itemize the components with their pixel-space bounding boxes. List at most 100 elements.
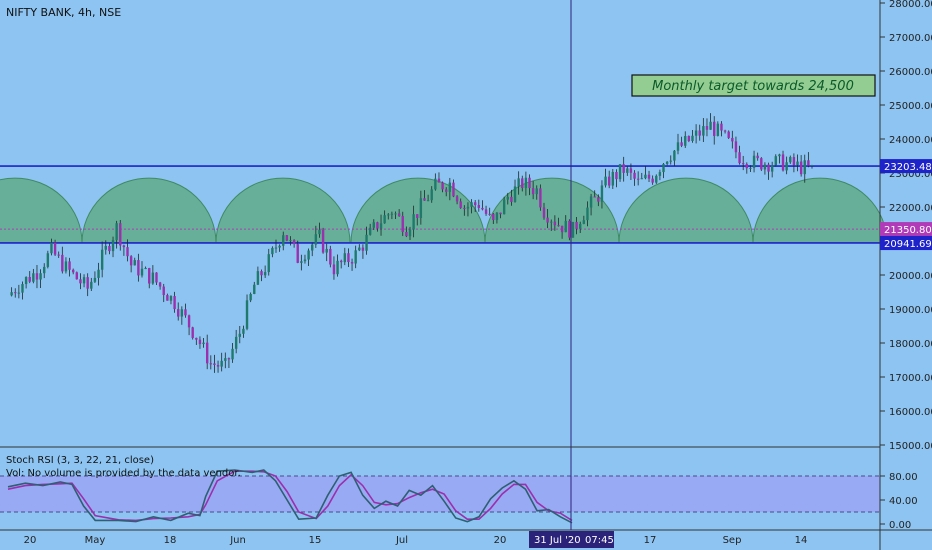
candle[interactable] bbox=[39, 269, 42, 289]
candle[interactable] bbox=[162, 283, 165, 303]
candle[interactable] bbox=[502, 196, 506, 215]
candle[interactable] bbox=[336, 254, 339, 277]
candle[interactable] bbox=[550, 219, 553, 231]
candle[interactable] bbox=[459, 198, 462, 209]
candle[interactable] bbox=[506, 192, 509, 205]
candle[interactable] bbox=[278, 244, 281, 252]
candle[interactable] bbox=[140, 261, 144, 278]
candle[interactable] bbox=[673, 150, 676, 166]
candle[interactable] bbox=[256, 266, 260, 286]
candle[interactable] bbox=[582, 215, 586, 225]
candle[interactable] bbox=[213, 354, 216, 373]
candle[interactable] bbox=[568, 219, 571, 241]
candle[interactable] bbox=[209, 355, 213, 370]
candle[interactable] bbox=[220, 352, 223, 372]
candle[interactable] bbox=[361, 244, 365, 259]
candle[interactable] bbox=[557, 217, 560, 227]
candle[interactable] bbox=[24, 276, 28, 289]
candle[interactable] bbox=[216, 360, 220, 373]
candle[interactable] bbox=[358, 244, 361, 252]
candle[interactable] bbox=[97, 262, 100, 286]
candle[interactable] bbox=[318, 222, 321, 238]
candle[interactable] bbox=[231, 343, 234, 363]
candle[interactable] bbox=[314, 225, 318, 248]
candle[interactable] bbox=[723, 129, 727, 134]
candle[interactable] bbox=[379, 214, 383, 236]
candle[interactable] bbox=[104, 240, 107, 255]
candle[interactable] bbox=[488, 207, 491, 216]
candle[interactable] bbox=[510, 189, 513, 206]
candle[interactable] bbox=[405, 226, 408, 238]
candle[interactable] bbox=[50, 238, 53, 256]
candle[interactable] bbox=[445, 187, 448, 197]
candle[interactable] bbox=[300, 254, 303, 271]
candle[interactable] bbox=[441, 181, 444, 193]
candle[interactable] bbox=[528, 174, 531, 196]
candle[interactable] bbox=[285, 234, 289, 242]
candle[interactable] bbox=[709, 113, 712, 130]
candle[interactable] bbox=[542, 202, 546, 220]
candle[interactable] bbox=[372, 219, 375, 230]
candle[interactable] bbox=[169, 295, 173, 305]
candle[interactable] bbox=[760, 157, 763, 172]
candle[interactable] bbox=[655, 174, 658, 184]
candles-layer[interactable] bbox=[10, 113, 814, 373]
candle[interactable] bbox=[484, 205, 488, 216]
candle[interactable] bbox=[311, 242, 314, 257]
candle[interactable] bbox=[350, 258, 354, 271]
candle[interactable] bbox=[365, 226, 368, 255]
stoch-axis[interactable]: 80.00 40.00 0.00 bbox=[880, 472, 918, 531]
candle[interactable] bbox=[137, 253, 140, 282]
candle[interactable] bbox=[242, 325, 245, 338]
candle[interactable] bbox=[307, 248, 310, 267]
candle[interactable] bbox=[691, 129, 694, 143]
candle[interactable] bbox=[401, 211, 404, 237]
candle[interactable] bbox=[187, 314, 191, 336]
candle[interactable] bbox=[665, 161, 669, 166]
candle[interactable] bbox=[321, 227, 325, 254]
candle[interactable] bbox=[749, 165, 752, 172]
candle[interactable] bbox=[647, 170, 651, 182]
candle[interactable] bbox=[14, 288, 17, 298]
candle[interactable] bbox=[260, 269, 263, 282]
candle[interactable] bbox=[426, 194, 430, 202]
candle[interactable] bbox=[593, 190, 596, 198]
candle[interactable] bbox=[626, 166, 629, 176]
candle[interactable] bbox=[600, 180, 604, 209]
candle[interactable] bbox=[119, 220, 122, 251]
candle[interactable] bbox=[455, 195, 459, 205]
candle[interactable] bbox=[789, 155, 792, 164]
candle[interactable] bbox=[644, 165, 647, 180]
candle[interactable] bbox=[390, 211, 394, 220]
candle[interactable] bbox=[144, 266, 147, 270]
candle[interactable] bbox=[756, 152, 759, 161]
candle[interactable] bbox=[10, 287, 13, 297]
candle[interactable] bbox=[734, 136, 738, 159]
candle[interactable] bbox=[17, 284, 21, 299]
candle[interactable] bbox=[658, 169, 662, 181]
candle[interactable] bbox=[227, 357, 231, 368]
candle[interactable] bbox=[778, 153, 781, 164]
candle[interactable] bbox=[770, 161, 774, 178]
candle[interactable] bbox=[607, 170, 611, 189]
candle[interactable] bbox=[253, 281, 256, 295]
candle[interactable] bbox=[781, 150, 785, 172]
candle[interactable] bbox=[416, 214, 419, 226]
candle[interactable] bbox=[796, 154, 799, 172]
candle[interactable] bbox=[629, 163, 633, 181]
candle[interactable] bbox=[430, 186, 433, 203]
candle[interactable] bbox=[481, 200, 484, 211]
candle[interactable] bbox=[158, 281, 162, 290]
candle[interactable] bbox=[354, 245, 357, 269]
candle[interactable] bbox=[126, 239, 129, 262]
candle[interactable] bbox=[785, 156, 788, 175]
candle[interactable] bbox=[636, 171, 640, 186]
candle[interactable] bbox=[166, 293, 169, 301]
candle[interactable] bbox=[586, 201, 589, 227]
candle[interactable] bbox=[698, 124, 701, 141]
candle[interactable] bbox=[267, 248, 270, 276]
candle[interactable] bbox=[705, 118, 709, 137]
candle[interactable] bbox=[763, 162, 767, 175]
candle[interactable] bbox=[684, 131, 687, 148]
candle[interactable] bbox=[423, 190, 426, 201]
